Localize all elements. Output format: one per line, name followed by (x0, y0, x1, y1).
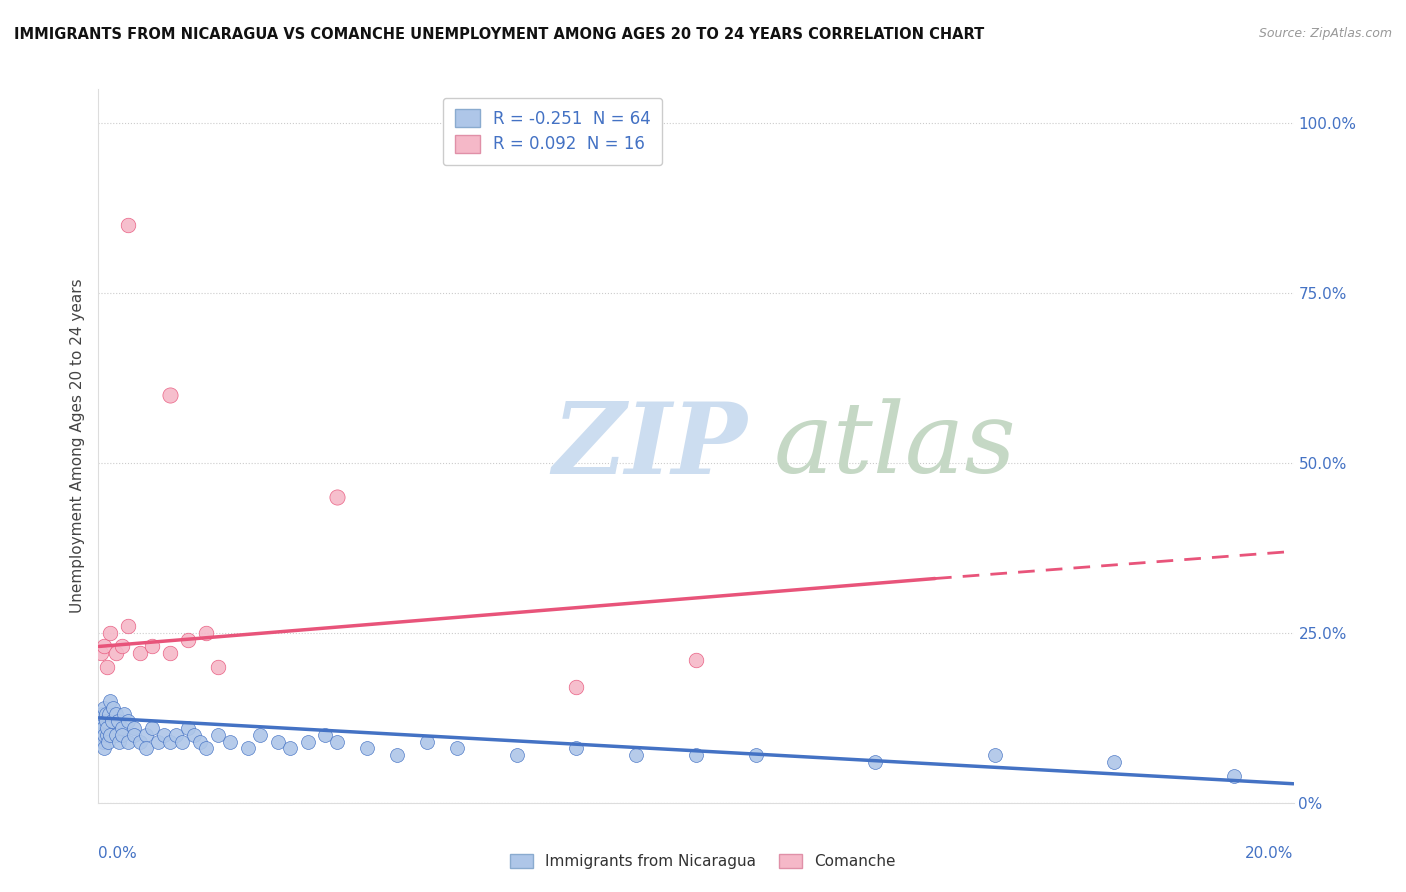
Point (416, 734, 439, 748)
Point (105, 728, 128, 742)
Point (129, 646, 152, 660)
Point (685, 748, 707, 763)
Point (865, 755, 887, 769)
Point (219, 734, 242, 748)
Y-axis label: Unemployment Among Ages 20 to 24 years: Unemployment Among Ages 20 to 24 years (70, 278, 86, 614)
Point (93, 700, 115, 714)
Point (93, 640, 115, 654)
Point (100, 714, 122, 729)
Point (188, 734, 211, 748)
Point (98, 707, 121, 722)
Point (565, 680, 588, 694)
Point (165, 728, 187, 742)
Point (97, 734, 120, 748)
Text: ZIP: ZIP (553, 398, 748, 494)
Point (177, 632, 200, 647)
Point (745, 748, 768, 763)
Point (207, 728, 229, 742)
Point (91, 707, 114, 722)
Text: 0.0%: 0.0% (98, 846, 138, 861)
Point (124, 721, 146, 735)
Legend: R = -0.251  N = 64, R = 0.092  N = 16: R = -0.251 N = 64, R = 0.092 N = 16 (443, 97, 662, 165)
Point (153, 728, 176, 742)
Point (96, 660, 118, 674)
Point (685, 653, 707, 667)
Point (135, 728, 157, 742)
Point (315, 728, 337, 742)
Point (207, 660, 229, 674)
Point (177, 721, 200, 735)
Point (326, 490, 349, 504)
Point (105, 707, 128, 722)
Point (159, 388, 181, 402)
Point (236, 741, 259, 756)
Point (94, 707, 117, 722)
Point (183, 728, 205, 742)
Point (1223, 769, 1246, 783)
Point (105, 646, 128, 660)
Point (98, 728, 122, 742)
Point (249, 728, 271, 742)
Point (385, 748, 409, 763)
Point (93, 741, 115, 756)
Point (111, 640, 134, 654)
Point (89, 714, 111, 729)
Point (172, 734, 194, 748)
Point (446, 741, 468, 756)
Point (98, 626, 122, 640)
Point (141, 721, 163, 735)
Point (90, 646, 112, 660)
Point (108, 734, 131, 748)
Point (96, 728, 118, 742)
Point (103, 700, 125, 714)
Point (195, 626, 218, 640)
Point (91, 734, 114, 748)
Point (124, 728, 146, 742)
Point (195, 741, 218, 756)
Text: 20.0%: 20.0% (1246, 846, 1294, 861)
Point (148, 734, 170, 748)
Point (159, 734, 181, 748)
Text: atlas: atlas (773, 399, 1017, 493)
Point (93, 728, 115, 742)
Point (141, 640, 163, 654)
Point (297, 734, 319, 748)
Point (98, 694, 122, 708)
Point (107, 714, 129, 729)
Point (117, 619, 139, 633)
Point (159, 646, 181, 660)
Point (111, 728, 134, 742)
Legend: Immigrants from Nicaragua, Comanche: Immigrants from Nicaragua, Comanche (503, 848, 903, 875)
Point (278, 741, 301, 756)
Point (117, 218, 139, 232)
Point (1104, 755, 1126, 769)
Point (267, 734, 290, 748)
Point (506, 748, 529, 763)
Point (626, 748, 648, 763)
Point (326, 734, 349, 748)
Point (135, 741, 157, 756)
Point (565, 741, 588, 756)
Point (112, 707, 135, 722)
Text: IMMIGRANTS FROM NICARAGUA VS COMANCHE UNEMPLOYMENT AMONG AGES 20 TO 24 YEARS COR: IMMIGRANTS FROM NICARAGUA VS COMANCHE UN… (14, 27, 984, 42)
Point (117, 734, 139, 748)
Point (96, 721, 118, 735)
Point (984, 748, 1007, 763)
Point (91, 721, 114, 735)
Point (129, 734, 152, 748)
Point (111, 721, 134, 735)
Point (117, 714, 139, 729)
Point (90, 728, 112, 742)
Point (96, 714, 118, 729)
Point (356, 741, 378, 756)
Text: Source: ZipAtlas.com: Source: ZipAtlas.com (1258, 27, 1392, 40)
